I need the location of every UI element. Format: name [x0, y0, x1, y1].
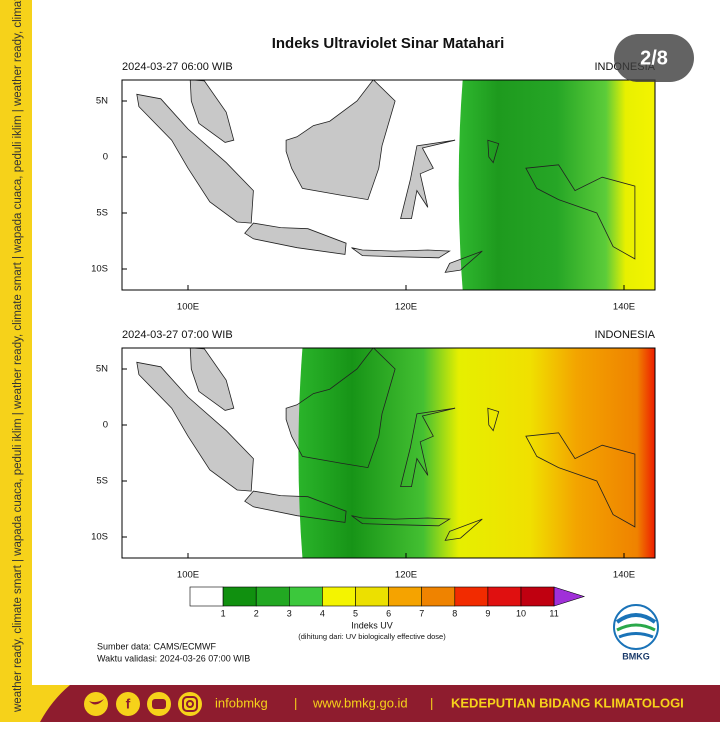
colorbar-swatch [355, 586, 389, 607]
map-border [121, 347, 656, 559]
panel-time: 2024-03-27 07:00 WIB [122, 329, 233, 341]
land [136, 94, 254, 224]
footer-band [32, 685, 720, 722]
colorbar-note: (dihitung dari: UV biologically effectiv… [298, 632, 446, 641]
coastline [136, 93, 254, 224]
colorbar-swatch [454, 586, 489, 607]
logo-text: BMKG [622, 651, 650, 661]
colorbar-label: 7 [419, 608, 424, 618]
lat-label: 5S [96, 476, 108, 487]
coastline [285, 80, 396, 201]
coastline [244, 490, 347, 523]
map-panel: 2024-03-27 07:00 WIB INDONESIA 5N 0 5S 10S 100… [91, 329, 656, 581]
colorbar-label: 8 [452, 608, 457, 618]
colorbar-swatch [222, 586, 257, 607]
colorbar-label: 4 [320, 608, 325, 618]
land [136, 362, 254, 492]
land [190, 348, 234, 411]
colorbar-label: 3 [287, 608, 292, 618]
map-border [121, 79, 656, 291]
footer-department: KEDEPUTIAN BIDANG KLIMATOLOGI [451, 695, 684, 710]
lon-label: 140E [613, 302, 635, 313]
lat-label: 10S [91, 264, 108, 275]
footer-corner [32, 685, 70, 722]
validity: Waktu validasi: 2024-03-26 07:00 WIB [97, 653, 250, 663]
page-indicator: 2/8 [640, 47, 668, 69]
coastline [400, 407, 456, 488]
footer-separator: | [294, 695, 297, 710]
colorbar-swatch [255, 586, 290, 607]
lat-label: 0 [103, 152, 108, 163]
map-body [136, 348, 655, 558]
colorbar-label: 6 [386, 608, 391, 618]
bmkg-logo [613, 604, 659, 650]
coastline [136, 361, 254, 492]
colorbar-label: 9 [485, 608, 490, 618]
panel-time: 2024-03-27 06:00 WIB [122, 61, 233, 73]
coastline [400, 139, 456, 220]
colorbar-swatch [487, 586, 522, 607]
instagram-icon[interactable] [178, 692, 202, 716]
coastline [244, 222, 347, 255]
coastline [444, 250, 483, 273]
lat-label: 5N [96, 96, 108, 107]
colorbar-title: Indeks UV [351, 620, 393, 630]
lon-label: 100E [177, 302, 199, 313]
colorbar-swatch [288, 586, 323, 607]
colorbar-swatch [322, 586, 356, 607]
coastline [525, 432, 636, 528]
lon-label: 120E [395, 570, 417, 581]
footer-website: www.bmkg.go.id [312, 695, 408, 710]
coastline [487, 407, 500, 432]
svg-text:f: f [126, 696, 131, 712]
coastline [351, 247, 451, 259]
colorbar-arrow [553, 586, 586, 607]
colorbar-label: 1 [221, 608, 226, 618]
footer-handle: infobmkg [215, 695, 268, 710]
footer-separator: | [430, 695, 433, 710]
uv-field [458, 80, 655, 290]
coastline [525, 164, 636, 260]
colorbar-swatch [520, 586, 555, 607]
lat-label: 0 [103, 420, 108, 431]
page-badge[interactable] [614, 34, 694, 82]
map-body [136, 80, 655, 290]
colorbar-label: 5 [353, 608, 358, 618]
panels: 2024-03-27 06:00 WIB INDONESIA 5N 0 5S 10S 100… [91, 61, 656, 581]
coastline [444, 518, 483, 541]
coastline [189, 348, 235, 411]
land [286, 80, 396, 200]
colorbar-label: 2 [254, 608, 259, 618]
uv-field [298, 348, 655, 558]
side-strip [0, 0, 32, 722]
colorbar-swatch [421, 586, 456, 607]
lat-label: 10S [91, 532, 108, 543]
coastline [351, 515, 451, 527]
colorbar-label: 11 [549, 608, 558, 618]
coastline [189, 80, 235, 143]
source: Sumber data: CAMS/ECMWF [97, 641, 217, 651]
facebook-icon[interactable] [116, 692, 140, 716]
social-icons: f [84, 692, 202, 716]
side-banner: weather ready, climate smart | wapada cu… [12, 0, 24, 713]
coastline [285, 348, 396, 469]
title: Indeks Ultraviolet Sinar Matahari [272, 35, 505, 52]
colorbar-swatch [189, 586, 224, 607]
land [244, 223, 347, 255]
lat-label: 5N [96, 364, 108, 375]
colorbar-label: 10 [516, 608, 526, 618]
panel-region: INDONESIA [594, 329, 655, 341]
lon-label: 100E [177, 570, 199, 581]
lat-label: 5S [96, 208, 108, 219]
colorbar-swatch [388, 586, 423, 607]
colorbar: 1 2 3 4 5 6 7 8 9 10 11 [189, 586, 586, 618]
land [190, 80, 234, 143]
lon-label: 120E [395, 302, 417, 313]
map-panel: 2024-03-27 06:00 WIBINDONESIA5N05S10S100… [91, 61, 656, 313]
coastline [487, 139, 500, 164]
lon-label: 140E [613, 570, 635, 581]
